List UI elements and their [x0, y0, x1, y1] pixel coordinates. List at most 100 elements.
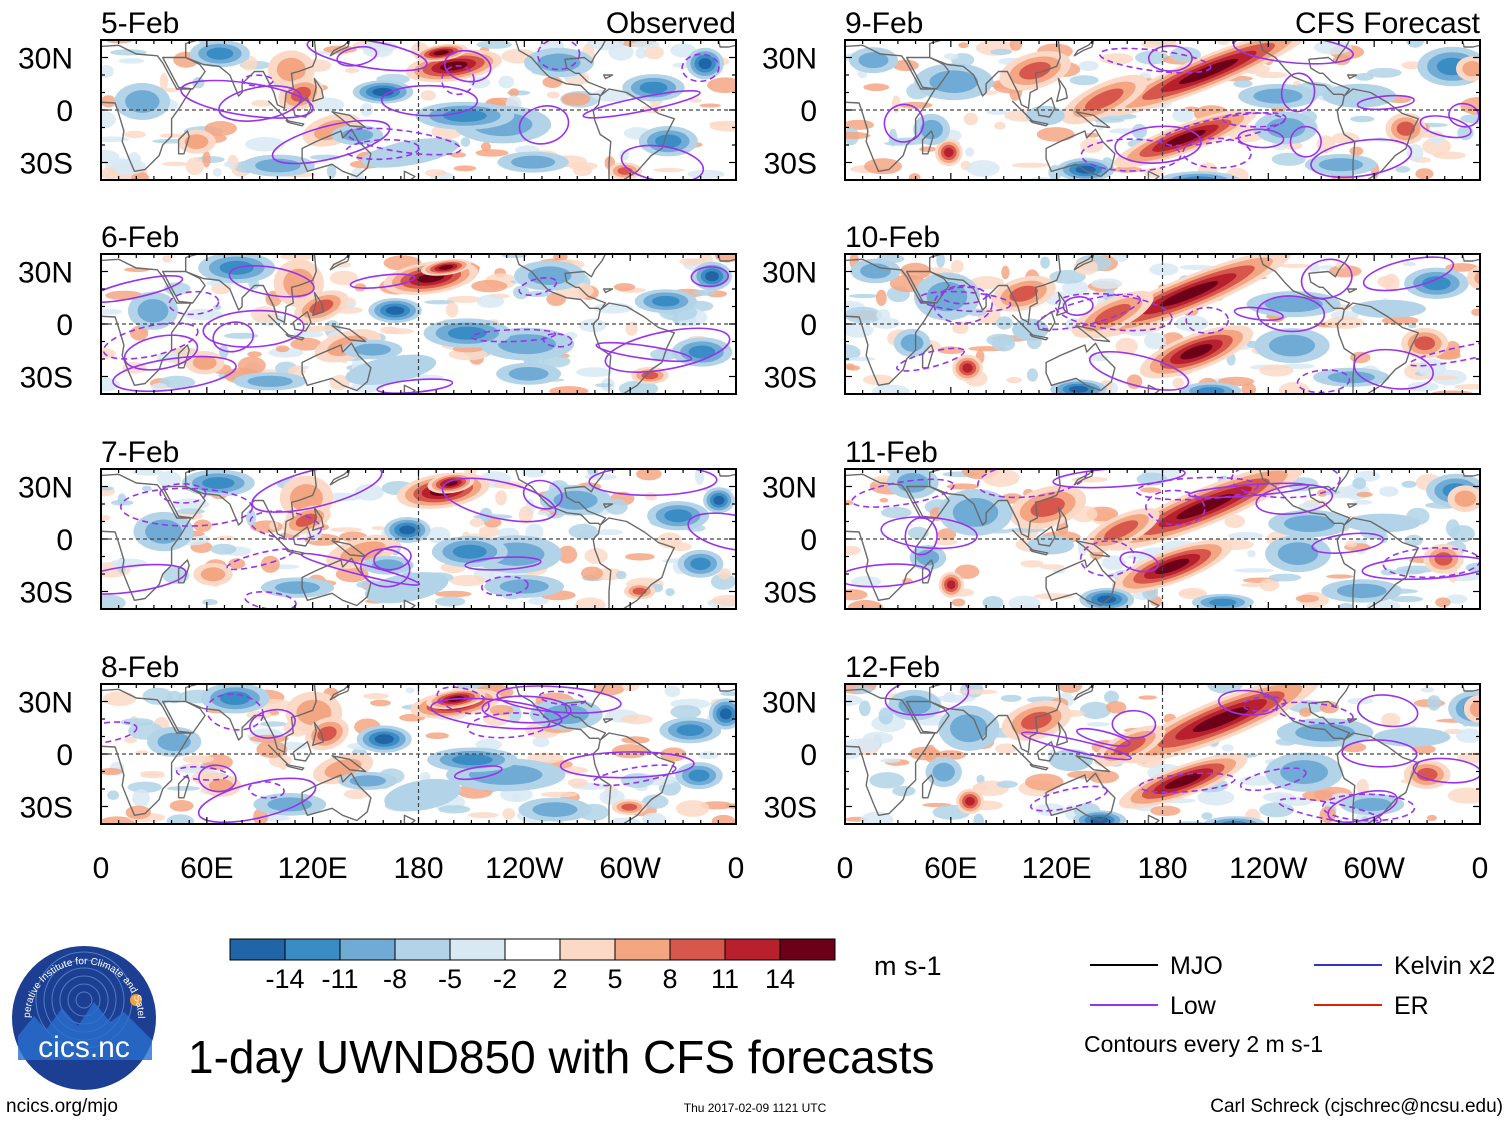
low-contour [202, 309, 305, 348]
anomaly-patch [445, 302, 459, 318]
anomaly-patch [863, 731, 894, 745]
anomaly-patch [1352, 477, 1367, 490]
anomaly-patch [329, 270, 359, 286]
coastline [603, 503, 614, 509]
anomaly-patch [937, 694, 976, 703]
anomaly-blob [276, 57, 306, 82]
coastline [845, 44, 936, 172]
low-contour [1135, 476, 1259, 501]
anomaly-patch [1353, 499, 1373, 505]
colorbar-label: -5 [438, 964, 462, 994]
anomaly-patch [581, 566, 603, 581]
anomaly-patch [711, 594, 736, 606]
anomaly-patch [891, 95, 901, 113]
anomaly-patch [965, 147, 975, 157]
anomaly-patch [711, 814, 736, 824]
anomaly-patch [101, 348, 116, 360]
low-contour [1311, 532, 1384, 554]
anomaly-patch [1426, 375, 1459, 381]
anomaly-patch [169, 800, 194, 812]
anomaly-patch [1150, 805, 1181, 816]
colorbar-label: -8 [383, 964, 407, 994]
anomaly-patch [876, 289, 887, 306]
coastline [845, 688, 936, 816]
coastline [403, 814, 416, 824]
anomaly-patch [1325, 316, 1365, 329]
anomaly-patch [1422, 137, 1451, 156]
wind-field [101, 254, 736, 394]
anomaly-blob [621, 803, 638, 811]
low-contour [373, 545, 412, 571]
coastline [285, 548, 305, 556]
anomaly-patch [101, 816, 135, 824]
anomaly-blob [1414, 336, 1436, 351]
low-contour [1182, 137, 1252, 169]
low-contour [880, 516, 978, 550]
coastline [331, 111, 367, 129]
low-contour [346, 127, 462, 156]
low-contours [180, 40, 720, 180]
anomaly-patch [718, 568, 732, 580]
coastline [603, 288, 614, 294]
panel-5-Feb: 30N 0 30S 5-Feb Observed [18, 7, 737, 181]
anomaly-patch [101, 768, 123, 775]
low-contour [1020, 731, 1132, 761]
anomaly-patch [1233, 79, 1253, 88]
anomaly-blob [1025, 105, 1065, 126]
anomaly-patch [625, 553, 655, 561]
anomaly-patch [166, 814, 194, 824]
anomaly-patch [420, 90, 436, 101]
anomaly-patch [1274, 793, 1292, 803]
anomaly-patch [1401, 61, 1422, 70]
colorbar-swatch [724, 938, 781, 961]
anomaly-blob [137, 299, 169, 323]
anomaly-patch [872, 317, 900, 329]
anomaly-patch [1006, 376, 1022, 384]
anomaly-blob [1164, 773, 1202, 789]
anomaly-patch [1040, 256, 1050, 269]
coastline [717, 469, 736, 477]
anomaly-patch [845, 306, 882, 324]
anomaly-patch [576, 367, 613, 377]
anomaly-patch [447, 295, 483, 303]
low-contour [1362, 256, 1455, 292]
low-contour [198, 764, 237, 793]
anomaly-patch [1091, 278, 1123, 290]
anomaly-patch [996, 780, 1018, 788]
anomaly-patch [631, 40, 660, 49]
anomaly-blob [1374, 727, 1451, 747]
anomaly-patch [1112, 254, 1130, 262]
low-contour [112, 355, 237, 393]
coastline [1461, 254, 1480, 262]
low-contour [883, 103, 925, 143]
low-contour [690, 266, 730, 288]
low-contour [481, 575, 529, 597]
anomaly-patch [237, 356, 266, 375]
low-contour [1230, 469, 1341, 499]
anomaly-blob [946, 580, 956, 590]
wind-field [101, 469, 736, 609]
anomaly-patch [619, 149, 630, 161]
anomaly-patch [1234, 568, 1274, 573]
anomaly-blob [698, 58, 712, 70]
anomaly-blob [1284, 515, 1335, 532]
anomaly-blob [962, 363, 973, 373]
anomaly-patch [665, 588, 675, 597]
anomaly-patch [561, 92, 591, 106]
anomaly-blob [267, 797, 313, 812]
anomaly-blob [932, 762, 955, 782]
anomaly-patch [707, 77, 736, 93]
anomaly-patch [688, 98, 702, 103]
x-tick-label: 120W [1229, 852, 1308, 885]
colorbar-label: 14 [765, 964, 795, 994]
low-contour [542, 333, 573, 348]
coastline [285, 333, 305, 341]
panel-8-Feb: 30N 0 30S 8-Feb [18, 651, 737, 825]
anomaly-blob [219, 691, 251, 705]
anomaly-patch [125, 805, 152, 820]
anomaly-patch [1259, 364, 1294, 377]
anomaly-patch [475, 149, 509, 157]
anomaly-patch [670, 43, 696, 58]
low-contour [380, 84, 479, 117]
legend-label: ER [1394, 992, 1429, 1020]
